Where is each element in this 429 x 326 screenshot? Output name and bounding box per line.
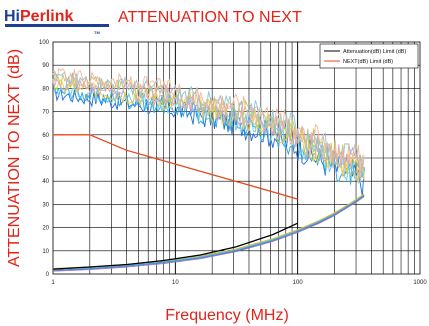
chart-title: ATTENUATION TO NEXT <box>118 9 302 26</box>
limit-line <box>53 134 298 200</box>
x-tick-label: 10 <box>172 280 179 286</box>
logo-bar <box>5 24 109 27</box>
y-tick-label: 70 <box>42 110 49 116</box>
y-tick-label: 90 <box>42 63 49 69</box>
y-tick-label: 30 <box>42 202 49 208</box>
measured-next-trace <box>52 67 365 174</box>
logo-text-perlink: Perlink <box>20 8 73 25</box>
tick-labels: 1 10 100 1000 0 10 20 30 40 50 60 70 80 90 100 <box>39 40 427 286</box>
legend: Attenuation(dB) Limit (dB) NEXT(dB) Limi… <box>319 43 419 69</box>
series-layer <box>52 67 365 272</box>
limit-line <box>52 222 298 270</box>
logo-text-hi: Hi <box>4 8 20 25</box>
y-tick-label: 0 <box>46 272 50 278</box>
measured-next-trace <box>52 85 365 185</box>
y-tick-label: 80 <box>42 86 49 92</box>
measured-attenuation-trace <box>52 196 365 272</box>
y-axis-label: ATTENUATION TO NEXT (dB) <box>6 49 23 267</box>
hiperlink-logo: HiPerlink TM <box>4 8 109 35</box>
logo-tagline: TM <box>94 30 100 35</box>
x-tick-label: 100 <box>293 280 304 286</box>
measured-next-trace <box>52 69 365 181</box>
legend-label-attenuation: Attenuation(dB) Limit (dB) <box>343 49 406 55</box>
x-axis-label: Frequency (MHz) <box>165 307 289 324</box>
y-tick-label: 50 <box>42 156 49 162</box>
legend-box <box>319 43 419 69</box>
measured-attenuation-trace <box>52 194 365 270</box>
y-tick-label: 10 <box>42 249 49 255</box>
x-tick-label: 1000 <box>413 280 427 286</box>
y-tick-label: 40 <box>42 179 49 185</box>
y-tick-label: 20 <box>42 226 49 232</box>
measured-next-trace <box>52 78 365 183</box>
x-tick-label: 1 <box>51 280 55 286</box>
y-tick-label: 100 <box>39 40 50 46</box>
legend-label-next: NEXT(dB) Limit (dB) <box>343 59 393 65</box>
measured-attenuation-trace <box>52 195 365 271</box>
y-tick-label: 60 <box>42 133 49 139</box>
svg-text:HiPerlink: HiPerlink <box>4 8 73 25</box>
